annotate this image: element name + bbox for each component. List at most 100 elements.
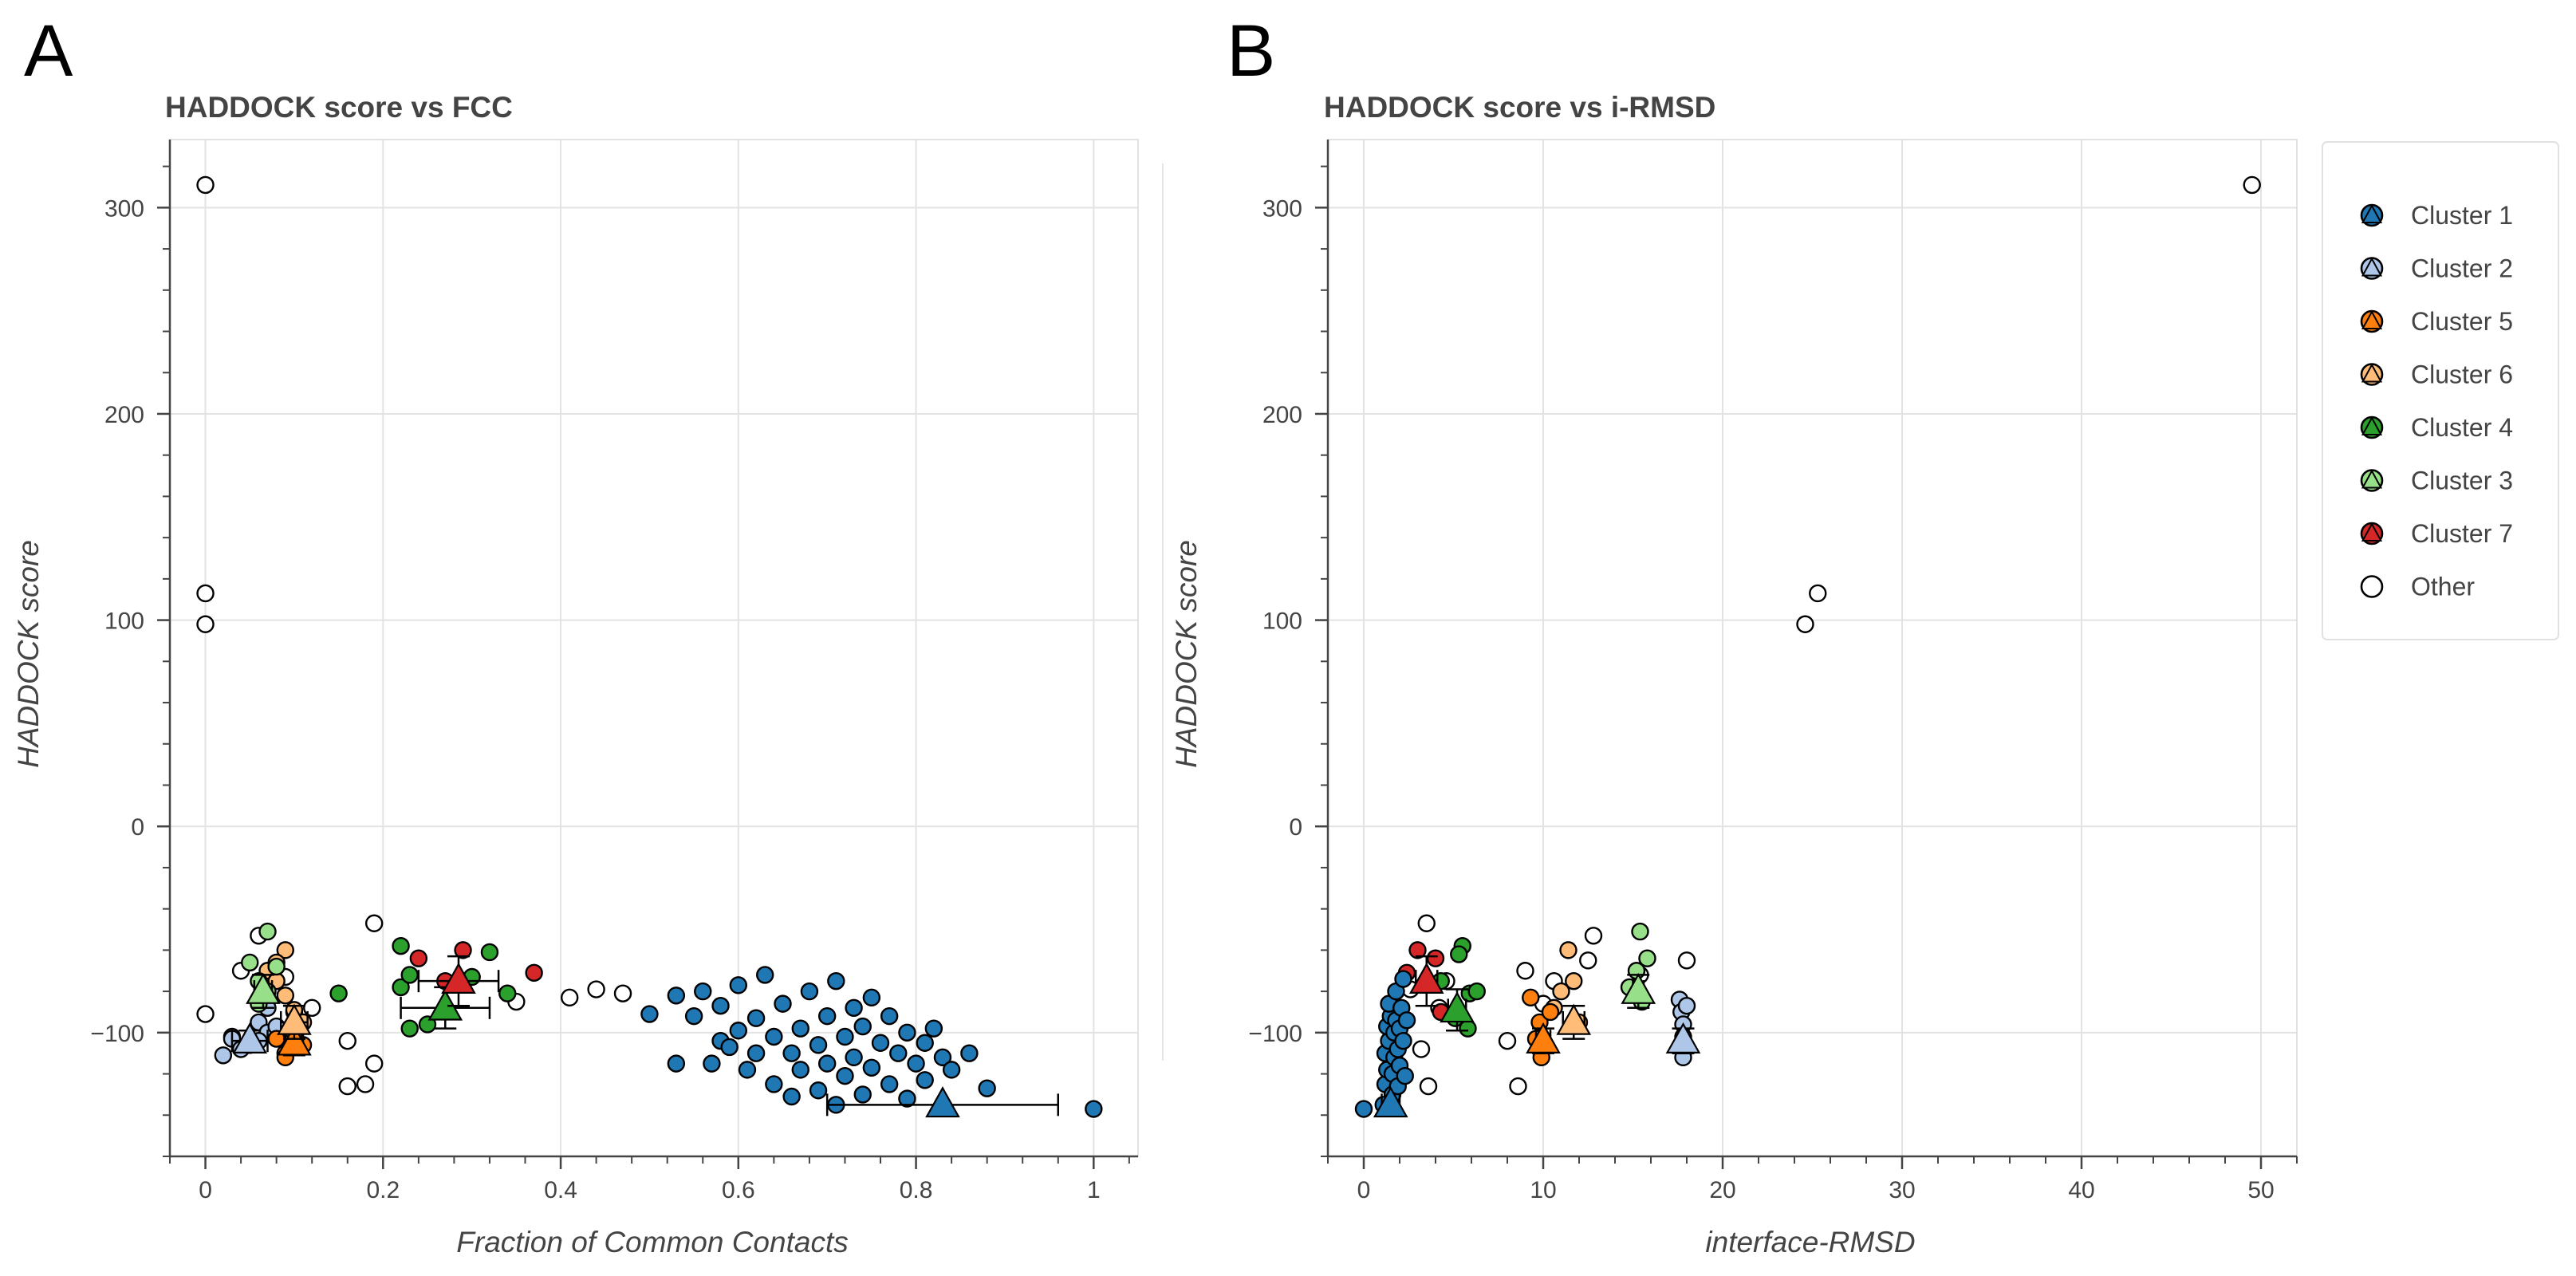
chart-b-mean-cluster-6 (1556, 1003, 1592, 1040)
chart-a-point (782, 1044, 801, 1062)
legend-item-cluster-2: Cluster 2 (2360, 254, 2513, 283)
chart-a-x-tick-label: 0 (199, 1177, 212, 1203)
chart-b-mean-cluster-5 (1526, 1022, 1561, 1054)
chart-a-point (916, 1071, 934, 1089)
chart-a-point (400, 966, 419, 984)
legend-swatch-triangle (2361, 309, 2383, 329)
chart-b-mean-cluster-7 (1408, 955, 1444, 1007)
chart-a-point (356, 1075, 375, 1093)
chart-a-series-cluster-4 (329, 937, 517, 1038)
legend-swatch-triangle (2361, 469, 2383, 489)
legend-label: Cluster 2 (2411, 254, 2513, 283)
chart-a-point (836, 1066, 854, 1085)
chart-a-point (836, 1027, 854, 1046)
legend-swatch-triangle (2361, 257, 2383, 277)
chart-b-point (1809, 584, 1827, 603)
chart-b-mean-marker (1556, 1003, 1592, 1035)
chart-a-point (1085, 1100, 1103, 1118)
chart-b-mean-marker (1665, 1022, 1701, 1053)
chart-a-point (454, 941, 472, 959)
chart-b-point (1796, 615, 1814, 633)
chart-a-point (933, 1048, 952, 1067)
chart-b-point (1522, 988, 1540, 1007)
chart-a-plot: 0 0.2 0.4 0.6 0.8 1 −100 0 100 200 300 (90, 139, 1139, 1203)
chart-b-ylabel: HADDOCK score (1170, 540, 1203, 768)
chart-a-point (480, 943, 499, 962)
chart-a-point (880, 1006, 899, 1026)
chart-b-point (1419, 1077, 1438, 1096)
chart-a-point (889, 1044, 908, 1062)
chart-a-mean-marker (277, 1003, 312, 1035)
chart-a-point (756, 966, 774, 984)
chart-a-point (392, 937, 410, 955)
chart-a-x-tick-label: 0.2 (366, 1177, 400, 1203)
legend-swatch-triangle (2361, 522, 2383, 542)
chart-a-point (498, 984, 517, 1002)
chart-a-point (853, 1017, 872, 1036)
chart-b-point (1467, 982, 1486, 1001)
chart-b-mean-marker (1526, 1022, 1561, 1053)
chart-a-point (978, 1079, 996, 1097)
chart-b-point (1394, 970, 1412, 988)
chart-b-y-tick-label: 0 (1289, 814, 1302, 841)
chart-a-point (276, 941, 294, 959)
chart-a-point (871, 1034, 890, 1052)
chart-b-point (1677, 951, 1696, 970)
legend-label: Cluster 5 (2411, 307, 2513, 336)
chart-b-point (1408, 941, 1427, 959)
chart-a-point (809, 1081, 828, 1100)
chart-b-point (1638, 949, 1656, 967)
chart-b-xlabel: interface-RMSD (1705, 1226, 1915, 1258)
legend-label: Cluster 4 (2411, 413, 2513, 442)
chart-a-point (765, 1075, 783, 1093)
chart-b-point (1459, 1019, 1477, 1038)
chart-b-point (1412, 1040, 1431, 1058)
chart-a-point (845, 1048, 863, 1067)
chart-a-point (392, 978, 410, 997)
chart-a-mean-marker (232, 1022, 268, 1053)
chart-a-point (703, 1054, 721, 1073)
chart-b-point (1552, 982, 1570, 1001)
panel-letter-b: B (1227, 10, 1275, 92)
chart-a-ylabel: HADDOCK score (12, 540, 45, 768)
chart-a-point (303, 998, 321, 1017)
chart-b-mean-marker (1440, 991, 1475, 1023)
chart-b-point (1677, 997, 1696, 1015)
chart-b-point (1631, 922, 1649, 941)
chart-b-mean-marker (1621, 972, 1656, 1004)
chart-b-y-tick-label: 100 (1262, 608, 1302, 635)
legend-swatch-triangle (2361, 203, 2383, 223)
chart-a-point (817, 1006, 837, 1026)
chart-b-point (1579, 951, 1597, 970)
chart-a-point (800, 982, 819, 1001)
chart-b-plot: 0 10 20 30 40 50 −100 0 100 200 300 (1248, 139, 2298, 1203)
chart-a-point (196, 584, 215, 603)
legend-swatch-triangle (2361, 415, 2383, 435)
chart-b-x-tick-label: 0 (1357, 1177, 1371, 1203)
chart-b-x-tick-label: 20 (1709, 1177, 1735, 1203)
chart-b-mean-cluster-3 (1621, 972, 1656, 1010)
chart-b-point (1516, 962, 1534, 980)
chart-a-mean-cluster-7 (417, 955, 500, 1007)
chart-b-point (1559, 941, 1578, 959)
chart-a-point (862, 988, 881, 1007)
chart-b-x-tick-label: 40 (2068, 1177, 2094, 1203)
chart-a-point (329, 984, 348, 1002)
chart-a-point (765, 1027, 783, 1046)
chart-a-mean-marker (246, 972, 281, 1004)
chart-b-mean-marker (1373, 1086, 1408, 1118)
chart-b-point (1565, 971, 1583, 990)
chart-a-point (587, 980, 605, 998)
chart-a-point (338, 1031, 356, 1050)
chart-a-point (916, 1034, 934, 1052)
chart-a-point (684, 1006, 703, 1026)
chart-a-x-tick-label: 0.8 (900, 1177, 933, 1203)
chart-a-point (827, 971, 845, 990)
chart-a-y-tick-label: −100 (90, 1021, 144, 1047)
chart-a-point (711, 997, 730, 1015)
chart-a-point (667, 1054, 686, 1073)
chart-b-point (1397, 1011, 1416, 1030)
chart-a-point (276, 987, 294, 1005)
chart-a-point (782, 1087, 801, 1106)
legend-swatch (2360, 575, 2384, 598)
